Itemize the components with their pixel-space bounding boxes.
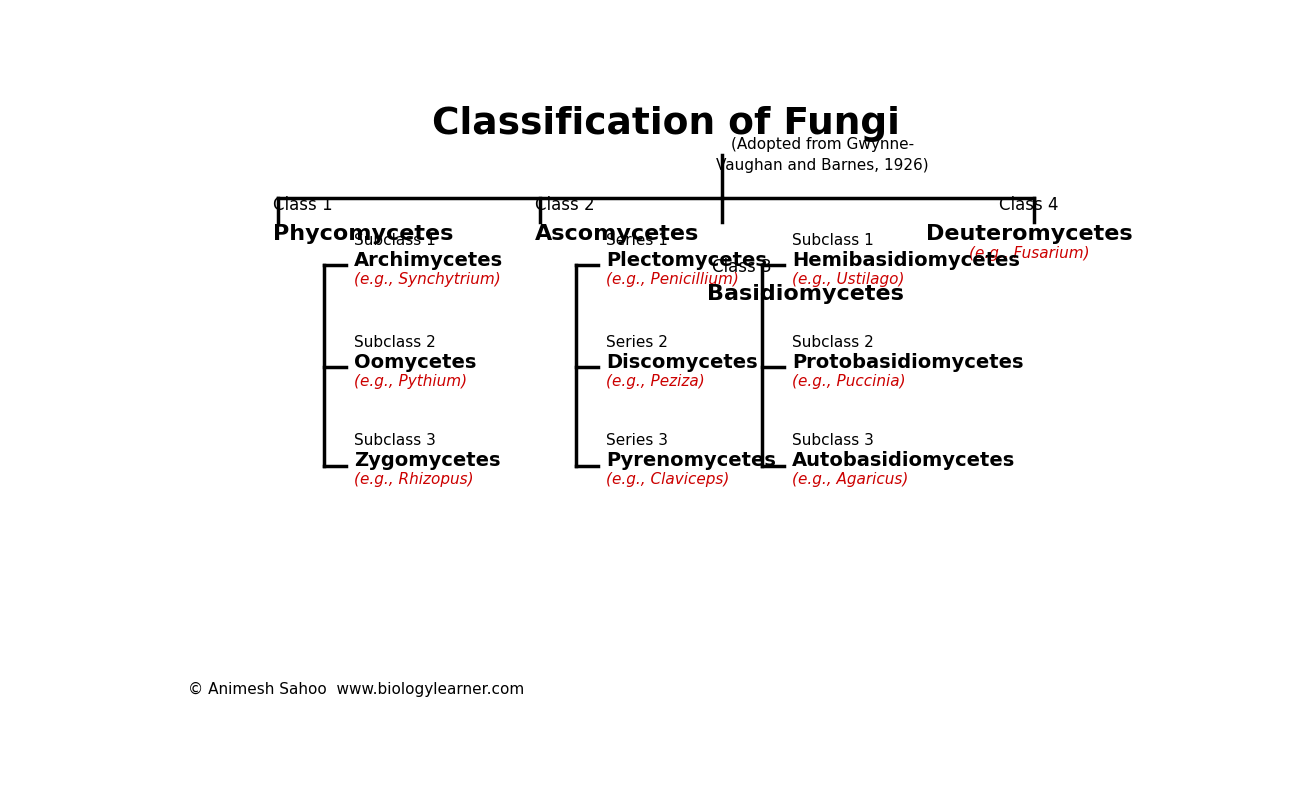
Text: Pyrenomycetes: Pyrenomycetes <box>606 451 776 470</box>
Text: Subclass 1: Subclass 1 <box>354 234 436 248</box>
Text: Class 1: Class 1 <box>273 196 333 214</box>
Text: © Animesh Sahoo  www.biologylearner.com: © Animesh Sahoo www.biologylearner.com <box>187 682 524 697</box>
Text: (e.g., Peziza): (e.g., Peziza) <box>606 374 705 389</box>
Text: (e.g., Synchytrium): (e.g., Synchytrium) <box>354 272 500 287</box>
Text: Discomycetes: Discomycetes <box>606 353 758 372</box>
Text: Class 4: Class 4 <box>1000 196 1058 214</box>
Text: (e.g., Penicillium): (e.g., Penicillium) <box>606 272 738 287</box>
Text: (e.g., Ustilago): (e.g., Ustilago) <box>792 272 905 287</box>
Text: (e.g., Agaricus): (e.g., Agaricus) <box>792 472 909 487</box>
Text: Classification of Fungi: Classification of Fungi <box>433 106 900 142</box>
Text: Oomycetes: Oomycetes <box>354 353 476 372</box>
Text: Class 3: Class 3 <box>711 258 771 276</box>
Text: Hemibasidiomycetes: Hemibasidiomycetes <box>792 251 1020 270</box>
Text: Archimycetes: Archimycetes <box>354 251 503 270</box>
Text: Autobasidiomycetes: Autobasidiomycetes <box>792 451 1015 470</box>
Text: Phycomycetes: Phycomycetes <box>273 223 454 243</box>
Text: Subclass 3: Subclass 3 <box>792 434 874 449</box>
Text: (Adopted from Gwynne-
Vaughan and Barnes, 1926): (Adopted from Gwynne- Vaughan and Barnes… <box>716 137 928 173</box>
Text: Series 1: Series 1 <box>606 234 668 248</box>
Text: (e.g., Fusarium): (e.g., Fusarium) <box>968 246 1089 261</box>
Text: (e.g., Rhizopus): (e.g., Rhizopus) <box>354 472 473 487</box>
Text: (e.g., Claviceps): (e.g., Claviceps) <box>606 472 729 487</box>
Text: Ascomycetes: Ascomycetes <box>536 223 699 243</box>
Text: Basidiomycetes: Basidiomycetes <box>707 285 904 305</box>
Text: Deuteromycetes: Deuteromycetes <box>926 223 1132 243</box>
Text: Plectomycetes: Plectomycetes <box>606 251 767 270</box>
Text: Subclass 2: Subclass 2 <box>354 335 436 350</box>
Text: Subclass 2: Subclass 2 <box>792 335 874 350</box>
Text: Subclass 1: Subclass 1 <box>792 234 874 248</box>
Text: Series 3: Series 3 <box>606 434 668 449</box>
Text: Protobasidiomycetes: Protobasidiomycetes <box>792 353 1023 372</box>
Text: (e.g., Puccinia): (e.g., Puccinia) <box>792 374 906 389</box>
Text: Subclass 3: Subclass 3 <box>354 434 436 449</box>
Text: Series 2: Series 2 <box>606 335 668 350</box>
Text: (e.g., Pythium): (e.g., Pythium) <box>354 374 467 389</box>
Text: Class 2: Class 2 <box>536 196 595 214</box>
Text: Zygomycetes: Zygomycetes <box>354 451 500 470</box>
